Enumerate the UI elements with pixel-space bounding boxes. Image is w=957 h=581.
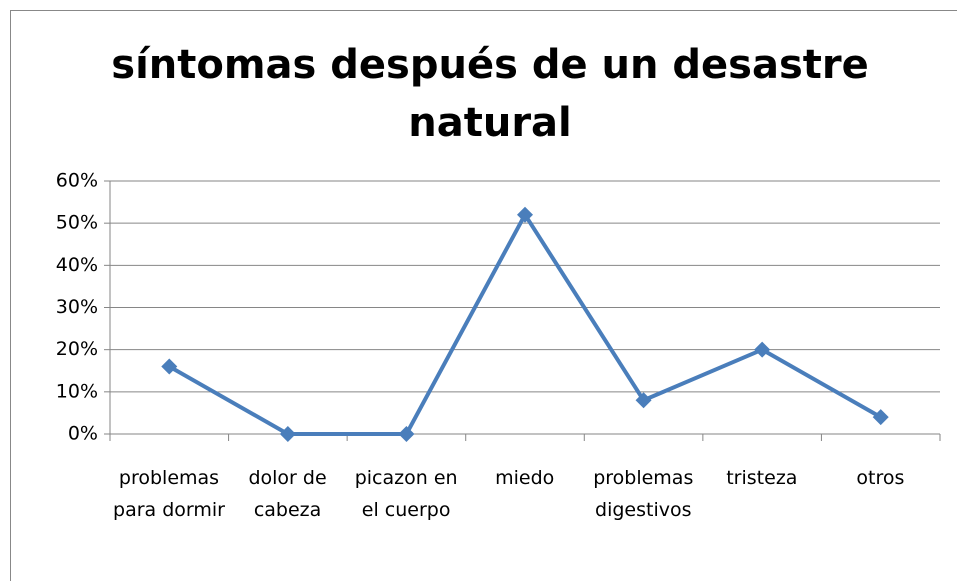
marker <box>872 409 889 426</box>
y-tick-label: 30% <box>56 296 98 318</box>
marker <box>279 426 296 442</box>
y-tick-label: 20% <box>56 338 98 360</box>
y-tick-label: 10% <box>56 380 98 402</box>
marker <box>398 426 415 442</box>
x-tick-label: dolor de cabeza <box>248 467 327 521</box>
marker <box>161 358 178 375</box>
marker <box>517 206 533 223</box>
x-tick-label: picazon en el cuerpo <box>354 467 458 521</box>
data-line <box>168 212 882 436</box>
x-tick-label: otros <box>856 467 905 489</box>
y-tick-label: 50% <box>56 212 98 234</box>
marker <box>754 341 771 358</box>
x-tick-label: problemas para dormir <box>113 467 225 521</box>
y-tick-label: 60% <box>56 170 98 192</box>
x-tick-label: tristeza <box>726 467 798 489</box>
marker <box>635 392 652 409</box>
y-tick-label: 40% <box>56 254 98 276</box>
x-tick-label: problemas digestivos <box>593 467 694 521</box>
x-tick-label: miedo <box>495 467 555 489</box>
y-tick-label: 0% <box>68 423 98 445</box>
chart-border <box>10 10 957 581</box>
chart-title: síntomas después de un desastre natural <box>111 42 869 146</box>
